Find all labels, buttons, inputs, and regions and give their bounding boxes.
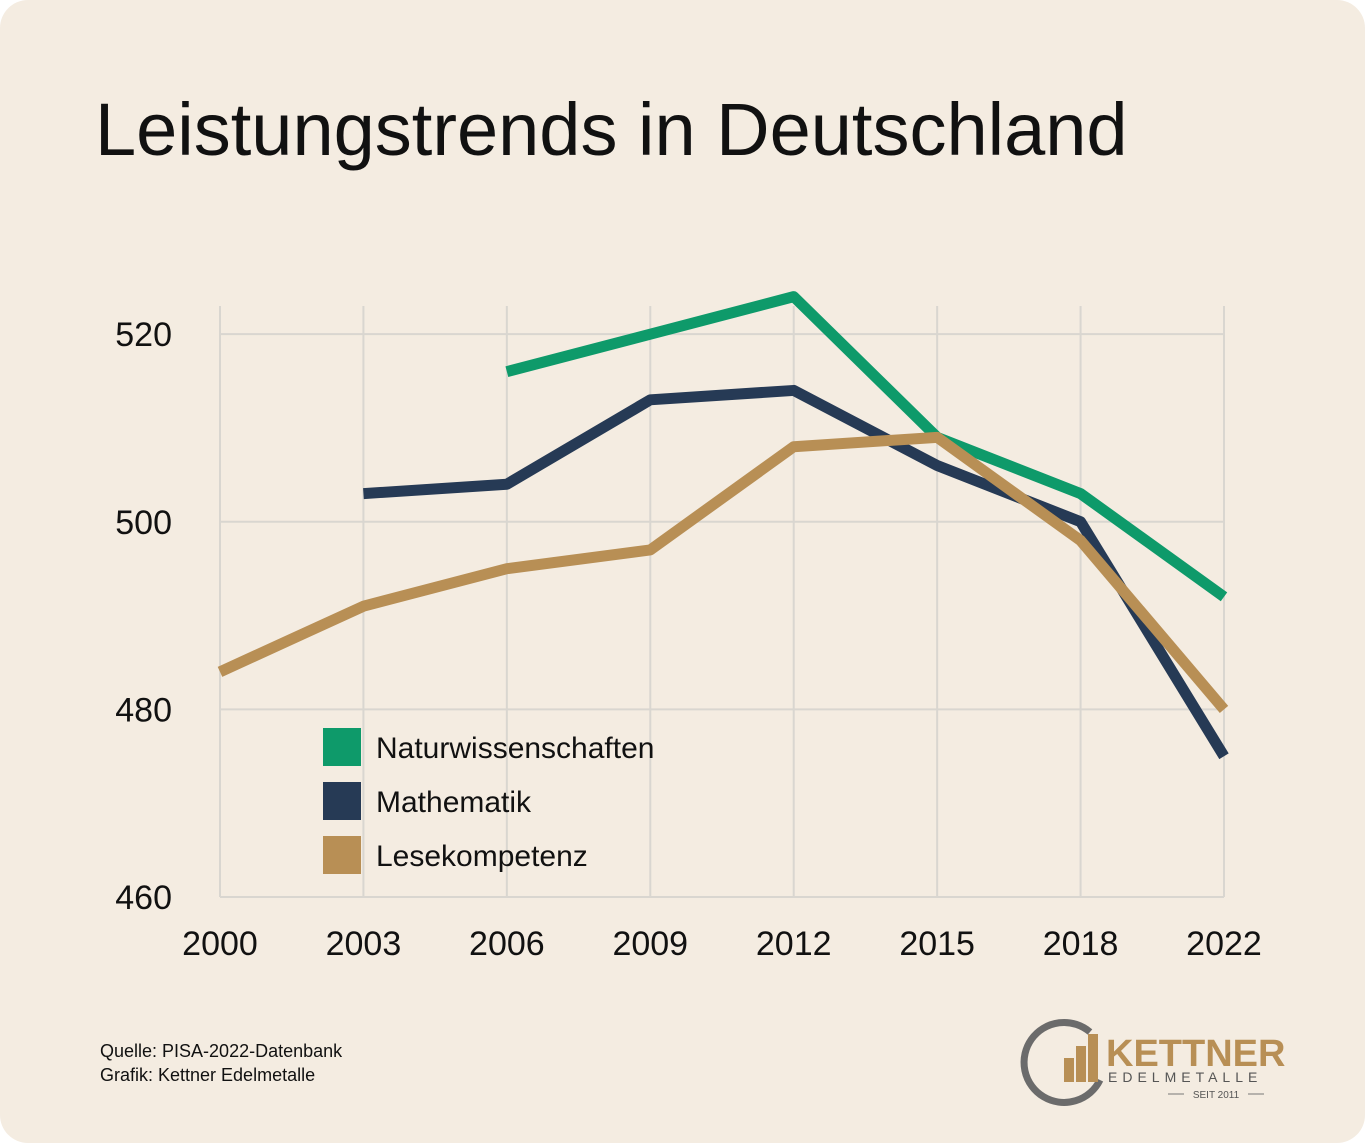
y-tick-label: 460 bbox=[115, 879, 172, 917]
x-tick-label: 2006 bbox=[469, 925, 545, 963]
logo-ring bbox=[1020, 1019, 1104, 1106]
x-tick-label: 2009 bbox=[612, 925, 688, 963]
x-tick-label: 2022 bbox=[1186, 925, 1262, 963]
legend-label: Naturwissenschaften bbox=[376, 732, 654, 765]
x-tick-label: 2018 bbox=[1043, 925, 1119, 963]
logo-name: KETTNER bbox=[1106, 1033, 1285, 1075]
y-tick-label: 520 bbox=[115, 316, 172, 354]
logo-bar bbox=[1076, 1046, 1086, 1082]
logo: KETTNER EDELMETALLE SEIT 2011 bbox=[1020, 1019, 1285, 1106]
logo-since: SEIT 2011 bbox=[1193, 1090, 1240, 1101]
credit: Grafik: Kettner Edelmetalle bbox=[100, 1065, 315, 1085]
legend-label: Lesekompetenz bbox=[376, 840, 588, 873]
x-tick-label: 2012 bbox=[756, 925, 832, 963]
logo-subtitle: EDELMETALLE bbox=[1108, 1069, 1262, 1085]
series-line bbox=[363, 384, 1229, 760]
legend-label: Mathematik bbox=[376, 786, 532, 819]
chart-title: Leistungstrends in Deutschland bbox=[95, 88, 1128, 171]
x-tick-label: 2003 bbox=[326, 925, 402, 963]
x-tick-label: 2015 bbox=[899, 925, 975, 963]
legend-swatch bbox=[323, 728, 361, 766]
logo-bar bbox=[1064, 1058, 1074, 1082]
legend-swatch bbox=[323, 782, 361, 820]
source: Quelle: PISA-2022-Datenbank bbox=[100, 1041, 343, 1061]
series-line bbox=[505, 291, 1228, 602]
x-tick-label: 2000 bbox=[182, 925, 258, 963]
y-tick-label: 500 bbox=[115, 504, 172, 542]
y-tick-label: 480 bbox=[115, 691, 172, 729]
logo-bar bbox=[1088, 1034, 1098, 1082]
legend-swatch bbox=[323, 836, 361, 874]
series-line bbox=[217, 431, 1229, 713]
